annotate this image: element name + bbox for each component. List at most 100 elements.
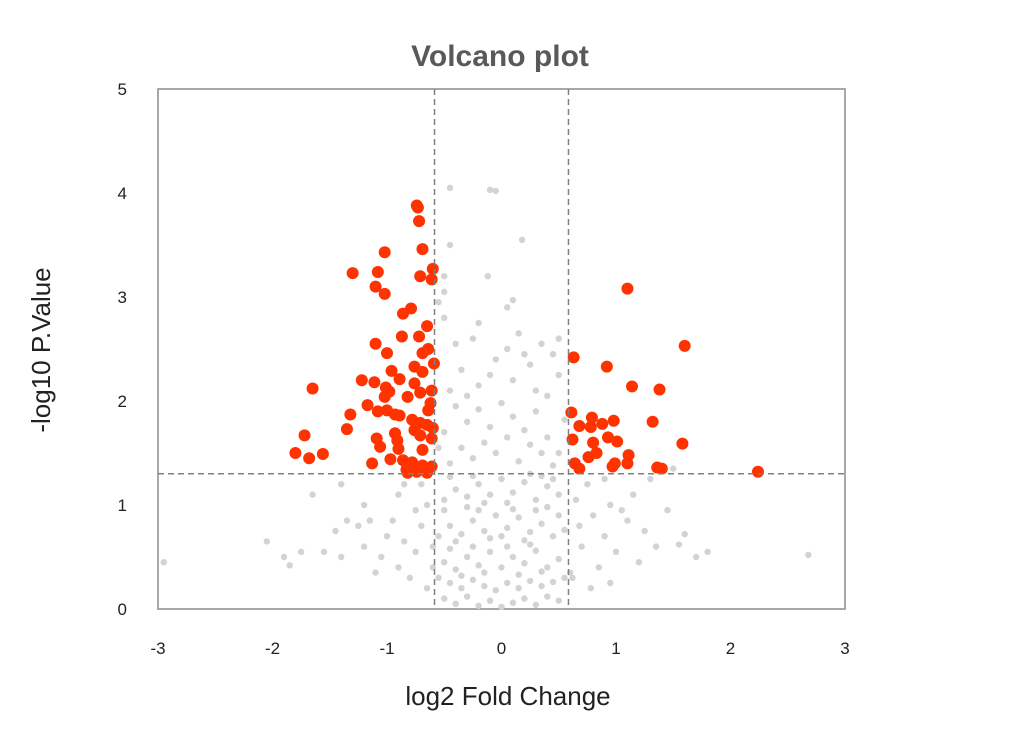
- y-tick-label: 0: [118, 600, 127, 619]
- nonsignificant-point: [504, 499, 511, 507]
- significant-point: [421, 320, 434, 333]
- nonsignificant-point: [515, 514, 522, 521]
- nonsignificant-point: [446, 241, 454, 249]
- nonsignificant-point: [297, 548, 305, 555]
- nonsignificant-point: [521, 537, 528, 544]
- significant-point: [397, 454, 410, 467]
- significant-point: [567, 351, 580, 364]
- significant-point: [378, 287, 391, 300]
- significant-point: [646, 415, 659, 428]
- nonsignificant-point: [504, 543, 511, 550]
- nonsignificant-point: [332, 527, 339, 535]
- x-tick-label: 1: [611, 639, 620, 658]
- nonsignificant-point: [589, 512, 597, 519]
- x-tick-label: -1: [379, 639, 394, 658]
- nonsignificant-point: [601, 533, 608, 540]
- nonsignificant-point: [526, 541, 534, 548]
- nonsignificant-point: [544, 564, 551, 571]
- nonsignificant-point: [383, 533, 391, 540]
- nonsignificant-point: [378, 553, 385, 561]
- nonsignificant-point: [458, 585, 465, 592]
- nonsignificant-point: [538, 520, 545, 527]
- nonsignificant-point: [481, 569, 488, 576]
- significant-point: [608, 457, 621, 470]
- nonsignificant-point: [504, 579, 511, 587]
- nonsignificant-point: [469, 335, 477, 342]
- nonsignificant-point: [309, 491, 316, 498]
- significant-point: [678, 339, 691, 352]
- nonsignificant-point: [509, 489, 517, 496]
- nonsignificant-point: [475, 562, 482, 569]
- significant-point: [306, 382, 319, 395]
- significant-point: [565, 406, 578, 419]
- nonsignificant-point: [452, 486, 459, 493]
- nonsignificant-point: [446, 545, 454, 552]
- nonsignificant-point: [486, 371, 494, 379]
- significant-point: [355, 374, 368, 387]
- significant-point: [607, 414, 620, 427]
- nonsignificant-point: [675, 541, 683, 548]
- nonsignificant-point: [544, 392, 551, 399]
- nonsignificant-point: [435, 574, 442, 581]
- nonsignificant-point: [532, 547, 540, 554]
- nonsignificant-point: [492, 356, 499, 363]
- significant-point: [369, 337, 382, 350]
- significant-point: [573, 462, 586, 475]
- y-tick-label: 1: [118, 496, 127, 515]
- x-tick-label: 0: [497, 639, 506, 658]
- nonsignificant-point: [486, 491, 494, 498]
- nonsignificant-point: [458, 444, 465, 451]
- nonsignificant-point: [555, 512, 562, 519]
- nonsignificant-point: [463, 503, 471, 511]
- nonsignificant-point: [446, 387, 454, 394]
- nonsignificant-point: [544, 503, 551, 511]
- significant-point: [600, 360, 613, 373]
- significant-point: [298, 429, 311, 442]
- nonsignificant-point: [515, 330, 522, 337]
- nonsignificant-point: [452, 566, 459, 573]
- nonsignificant-point: [338, 553, 345, 561]
- nonsignificant-point: [469, 576, 477, 584]
- significant-point: [401, 390, 414, 403]
- nonsignificant-point: [492, 449, 499, 457]
- nonsignificant-point: [446, 522, 454, 529]
- nonsignificant-point: [486, 186, 494, 194]
- y-axis-label: -log10 P.Value: [26, 267, 56, 432]
- nonsignificant-point: [607, 579, 614, 587]
- nonsignificant-point: [515, 571, 522, 578]
- nonsignificant-point: [446, 460, 454, 467]
- data-points: [160, 184, 812, 611]
- nonsignificant-point: [441, 314, 448, 321]
- nonsignificant-point: [360, 543, 368, 550]
- nonsignificant-point: [486, 548, 494, 555]
- nonsignificant-point: [441, 496, 448, 503]
- nonsignificant-point: [355, 522, 362, 529]
- nonsignificant-point: [446, 473, 454, 481]
- nonsignificant-point: [458, 530, 465, 538]
- nonsignificant-point: [521, 426, 528, 434]
- nonsignificant-point: [544, 593, 551, 600]
- nonsignificant-point: [521, 560, 528, 567]
- nonsignificant-point: [475, 319, 482, 327]
- significant-point: [426, 262, 439, 275]
- nonsignificant-point: [475, 602, 482, 610]
- nonsignificant-point: [463, 392, 471, 399]
- y-tick-labels: 0 1 2 3 4 5: [118, 80, 127, 619]
- nonsignificant-point: [681, 530, 688, 538]
- significant-point: [346, 267, 359, 280]
- nonsignificant-point: [538, 568, 545, 575]
- threshold-lines: [158, 89, 845, 609]
- nonsignificant-point: [515, 458, 522, 465]
- significant-point: [401, 466, 414, 479]
- significant-point: [340, 423, 353, 436]
- x-axis-label: log2 Fold Change: [405, 681, 610, 711]
- significant-point: [425, 432, 438, 445]
- significant-point: [374, 440, 387, 453]
- significant-point: [397, 307, 410, 320]
- significant-point: [585, 411, 598, 424]
- nonsignificant-point: [670, 465, 677, 472]
- nonsignificant-point: [521, 478, 528, 486]
- nonsignificant-point: [395, 491, 402, 498]
- significant-point: [408, 377, 421, 390]
- nonsignificant-point: [526, 361, 534, 368]
